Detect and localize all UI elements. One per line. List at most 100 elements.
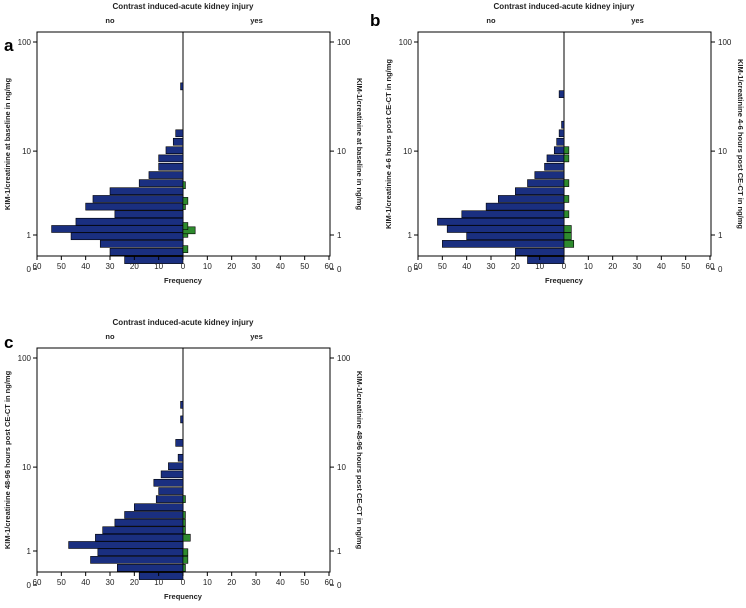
x-tick-label-8: 20 [227, 262, 236, 271]
panel-letter: a [4, 36, 14, 55]
x-tick-label-10: 40 [276, 578, 285, 587]
y-tick-label-left-2: 1 [27, 231, 32, 240]
group-label-no: no [105, 332, 115, 341]
chart-panel-b: b Contrast induced-acute kidney injury no y… [370, 2, 745, 285]
bar-no-13 [160, 470, 184, 479]
x-tick-label-0: 60 [33, 578, 42, 587]
bar-yes-7 [563, 146, 570, 155]
x-tick-label-2: 40 [81, 578, 90, 587]
bar-no-10 [138, 179, 184, 187]
y-tick-label-right-1: 10 [337, 147, 346, 156]
x-tick-label-12: 60 [325, 262, 334, 271]
bar-no-5 [75, 217, 184, 226]
bar-no-9 [109, 187, 184, 196]
bar-no-4 [446, 225, 565, 233]
bar-no-0 [124, 256, 184, 264]
x-tick-label-10: 40 [657, 262, 666, 271]
y-tick-label-right-0: 100 [718, 38, 732, 47]
bar-no-13 [546, 154, 565, 163]
group-label-no: no [486, 16, 496, 25]
bar-no-18 [558, 90, 565, 98]
bar-no-15 [177, 453, 184, 462]
bar-no-14 [168, 462, 184, 471]
y-tick-label-right-3: 0 [337, 581, 342, 590]
x-axis-label: Frequency [164, 592, 203, 601]
chart-panel-c: c Contrast induced-acute kidney injury no y… [3, 318, 364, 601]
x-tick-label-5: 10 [154, 578, 163, 587]
bar-no-10 [155, 495, 184, 503]
bar-no-16 [175, 439, 184, 447]
group-label-no: no [105, 16, 115, 25]
y-tick-label-right-3: 0 [718, 265, 723, 274]
y-axis-label-right: KIM-1/creatinine at baseline in ng/mg [355, 78, 364, 211]
y-tick-label-left-0: 100 [18, 354, 32, 363]
bar-no-0 [527, 256, 565, 264]
bar-no-2 [90, 556, 184, 564]
x-tick-label-3: 30 [106, 262, 115, 271]
bar-no-2 [99, 240, 184, 248]
x-tick-label-6: 0 [562, 262, 567, 271]
x-tick-label-12: 60 [325, 578, 334, 587]
x-tick-label-3: 30 [106, 578, 115, 587]
bar-no-8 [124, 511, 184, 519]
x-tick-label-1: 50 [57, 262, 66, 271]
bar-no-1 [109, 248, 184, 256]
bar-yes-1 [182, 556, 189, 564]
bar-no-6 [114, 210, 184, 219]
bar-no-9 [134, 503, 184, 512]
y-tick-label-right-2: 1 [337, 547, 342, 556]
bar-no-17 [180, 82, 184, 91]
bar-yes-6 [563, 154, 570, 163]
y-tick-label-right-0: 100 [337, 354, 351, 363]
y-tick-label-right-0: 100 [337, 38, 351, 47]
x-tick-label-1: 50 [438, 262, 447, 271]
bar-no-3 [97, 548, 184, 557]
x-tick-label-2: 40 [462, 262, 471, 271]
bar-yes-5 [563, 179, 570, 187]
y-tick-label-left-0: 100 [18, 38, 32, 47]
x-tick-label-7: 10 [203, 262, 212, 271]
bar-yes-4 [182, 526, 186, 535]
bar-no-7 [85, 202, 184, 211]
x-axis-label: Frequency [164, 276, 203, 285]
bar-yes-0 [182, 564, 186, 572]
y-axis-label-left: KIM-1/creatinine 48-96 hours post CE-CT … [3, 370, 12, 549]
bar-yes-1 [563, 232, 572, 241]
bar-no-3 [466, 232, 565, 241]
x-tick-label-7: 10 [203, 578, 212, 587]
y-tick-label-left-2: 1 [408, 231, 413, 240]
y-tick-label-right-1: 10 [337, 463, 346, 472]
panel-letter: c [4, 333, 13, 352]
bar-no-4 [51, 225, 184, 233]
bar-no-8 [92, 195, 184, 203]
bar-no-15 [172, 137, 184, 146]
x-tick-label-6: 0 [181, 578, 186, 587]
bar-no-16 [175, 129, 184, 138]
bar-no-17 [180, 415, 184, 424]
bar-no-2 [442, 240, 565, 248]
x-tick-label-10: 40 [276, 262, 285, 271]
x-tick-label-9: 30 [633, 262, 642, 271]
y-tick-label-right-1: 10 [718, 147, 727, 156]
bar-yes-0 [563, 240, 575, 248]
y-tick-label-right-2: 1 [337, 231, 342, 240]
y-tick-label-left-2: 1 [27, 547, 32, 556]
x-tick-label-0: 60 [414, 262, 423, 271]
y-tick-label-left-1: 10 [22, 147, 31, 156]
group-label-yes: yes [250, 332, 263, 341]
bar-no-7 [114, 518, 184, 527]
x-tick-label-4: 20 [130, 262, 139, 271]
bar-no-12 [544, 162, 565, 171]
y-tick-label-left-0: 100 [399, 38, 413, 47]
bar-no-12 [158, 162, 184, 171]
bar-yes-5 [182, 518, 186, 527]
group-label-yes: yes [250, 16, 263, 25]
bar-no-18 [180, 401, 184, 409]
bar-no-16 [558, 129, 565, 138]
bar-no-0 [138, 572, 184, 580]
y-axis-label-left: KIM-1/creatinine at baseline in ng/mg [3, 78, 12, 211]
y-tick-label-left-1: 10 [22, 463, 31, 472]
bar-no-8 [497, 195, 565, 203]
bar-no-9 [515, 187, 565, 196]
